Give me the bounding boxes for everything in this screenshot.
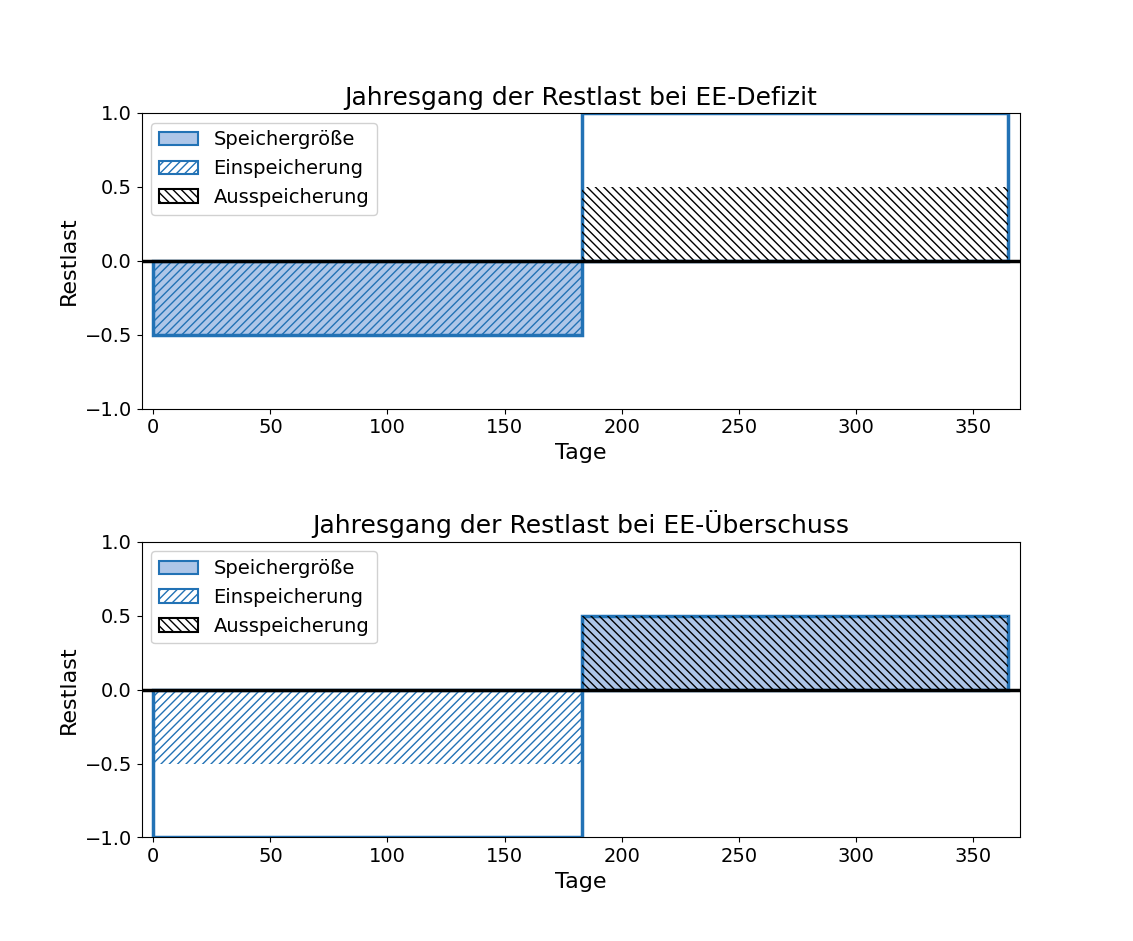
Bar — [153, 261, 582, 335]
Y-axis label: Restlast: Restlast — [59, 646, 79, 734]
Y-axis label: Restlast: Restlast — [59, 216, 79, 305]
Bar — [582, 113, 1008, 261]
Bar — [582, 615, 1008, 690]
Bar — [153, 690, 582, 763]
Legend: Speichergröße, Einspeicherung, Ausspeicherung: Speichergröße, Einspeicherung, Ausspeich… — [152, 122, 377, 215]
Title: Jahresgang der Restlast bei EE-Defizit: Jahresgang der Restlast bei EE-Defizit — [344, 86, 817, 109]
Bar — [582, 187, 1008, 261]
Bar — [153, 261, 582, 335]
Bar — [582, 615, 1008, 690]
X-axis label: Tage: Tage — [555, 443, 606, 463]
Title: Jahresgang der Restlast bei EE-Überschuss: Jahresgang der Restlast bei EE-Überschus… — [313, 511, 849, 538]
Legend: Speichergröße, Einspeicherung, Ausspeicherung: Speichergröße, Einspeicherung, Ausspeich… — [152, 551, 377, 644]
Bar — [153, 690, 582, 837]
X-axis label: Tage: Tage — [555, 871, 606, 892]
